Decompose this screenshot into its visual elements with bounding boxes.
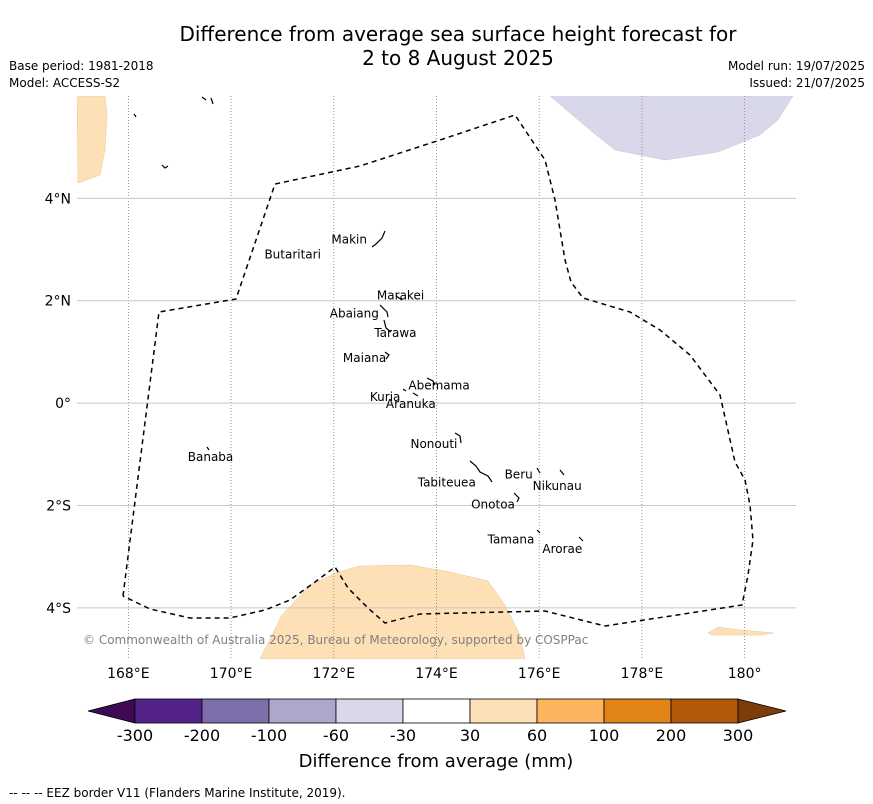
anomaly-region-south-positive — [259, 564, 526, 659]
island-outline — [559, 469, 565, 476]
island-outline — [578, 536, 584, 542]
colorbar-tick-label: -300 — [117, 726, 153, 745]
island-outline — [395, 295, 403, 301]
place-label: Butaritari — [264, 248, 321, 262]
island-outline — [426, 377, 436, 386]
colorbar-segment — [670, 698, 739, 724]
latitude-tick-label: 4°N — [45, 191, 71, 207]
island-outline — [201, 96, 207, 101]
eez-footnote: -- -- -- EEZ border V11 (Flanders Marine… — [9, 786, 346, 800]
place-label: Tabiteuea — [417, 475, 476, 489]
place-label: Maiana — [343, 351, 386, 365]
colorbar-segment — [402, 698, 471, 724]
map-title-line2: 2 to 8 August 2025 — [362, 46, 554, 70]
place-label: Onotoa — [471, 497, 515, 511]
colorbar-tick-label: 30 — [460, 726, 480, 745]
longitude-tick-label: 170°E — [210, 666, 253, 682]
island-outline — [454, 432, 462, 444]
longitude-tick-label: 180° — [728, 666, 762, 682]
colorbar-tick-label: -60 — [323, 726, 349, 745]
colorbar-segment — [335, 698, 404, 724]
place-label: Nikunau — [533, 479, 582, 493]
place-label: Arorae — [542, 542, 582, 556]
colorbar-tick-label: 200 — [656, 726, 687, 745]
map-area: Makin Butaritari Marakei Abaiang Tarawa Maian… — [77, 96, 796, 659]
island-outline — [383, 319, 392, 333]
gridlines — [77, 96, 796, 659]
place-label: Kuria — [370, 390, 401, 404]
colorbar-segment — [603, 698, 672, 724]
model-run-text: Model run: 19/07/2025 — [727, 59, 865, 73]
base-period-text: Base period: 1981-2018 — [9, 59, 154, 73]
longitude-tick-label: 176°E — [518, 666, 561, 682]
island-outline — [513, 492, 520, 503]
colorbar-tick-label: 100 — [589, 726, 620, 745]
colorbar — [87, 698, 787, 724]
island-outline — [206, 446, 210, 451]
colorbar-tick-label: 60 — [527, 726, 547, 745]
island-outline — [536, 529, 541, 534]
island-outlines — [133, 96, 584, 542]
copyright-text: © Commonwealth of Australia 2025, Bureau… — [83, 633, 588, 647]
place-labels: Makin Butaritari Marakei Abaiang Tarawa Maian… — [188, 232, 582, 556]
island-outline — [412, 392, 419, 397]
anomaly-region-west-positive — [77, 96, 108, 184]
model-text: Model: ACCESS-S2 — [9, 76, 121, 90]
place-label: Tarawa — [373, 326, 416, 340]
island-outline — [379, 304, 389, 318]
island-outline — [384, 351, 390, 360]
colorbar-segment — [201, 698, 270, 724]
map-title: Difference from average sea surface heig… — [0, 22, 873, 70]
longitude-tick-label: 172°E — [312, 666, 355, 682]
latitude-tick-label: 0° — [55, 396, 71, 412]
base-period-info: Base period: 1981-2018 Model: ACCESS-S2 — [9, 58, 154, 92]
map-title-line1: Difference from average sea surface heig… — [179, 22, 737, 46]
colorbar-tick-label: 300 — [723, 726, 754, 745]
colorbar-tick-label: -30 — [390, 726, 416, 745]
colorbar-segment — [268, 698, 337, 724]
place-label: Banaba — [188, 450, 234, 464]
place-label: Abemama — [408, 379, 469, 393]
colorbar-extension-low — [87, 698, 136, 724]
latitude-tick-label: 2°N — [45, 294, 71, 310]
island-outline — [133, 113, 137, 118]
colorbar-title: Difference from average (mm) — [299, 751, 574, 772]
latitude-tick-label: 2°S — [46, 498, 71, 514]
longitude-tick-label: 174°E — [415, 666, 458, 682]
issued-text: Issued: 21/07/2025 — [749, 76, 865, 90]
colorbar-tick-label: -100 — [251, 726, 287, 745]
colorbar-tick-labels: -300 -200 -100 -60 -30 30 60 100 200 300 — [117, 726, 753, 745]
place-label: Abaiang — [330, 307, 379, 321]
latitude-tick-label: 4°S — [46, 601, 71, 617]
place-label: Marakei — [377, 289, 424, 303]
colorbar-segment — [536, 698, 605, 724]
island-outline — [210, 97, 214, 105]
place-label: Beru — [505, 468, 533, 482]
island-outline — [371, 230, 386, 248]
place-label: Makin — [331, 232, 367, 246]
place-label: Nonouti — [410, 437, 457, 451]
model-run-info: Model run: 19/07/2025 Issued: 21/07/2025 — [728, 58, 865, 92]
colorbar-tick-label: -200 — [184, 726, 220, 745]
longitude-tick-label: 168°E — [107, 666, 150, 682]
longitude-tick-label: 178°E — [621, 666, 664, 682]
island-outline — [469, 460, 493, 483]
longitude-tick-labels: 168°E 170°E 172°E 174°E 176°E 178°E 180° — [107, 666, 761, 682]
anomaly-region-southeast-positive — [707, 626, 775, 636]
colorbar-segment — [134, 698, 203, 724]
latitude-tick-labels: 4°N 2°N 0° 2°S 4°S — [45, 191, 72, 616]
island-outline — [536, 467, 541, 474]
colorbar-segment — [469, 698, 538, 724]
place-label: Tamana — [487, 533, 535, 547]
island-outline — [161, 164, 169, 169]
place-label: Aranuka — [386, 397, 436, 411]
island-outline — [402, 388, 407, 392]
anomaly-region-north-negative — [549, 96, 794, 161]
eez-border — [122, 114, 754, 627]
colorbar-extension-high — [737, 698, 787, 724]
